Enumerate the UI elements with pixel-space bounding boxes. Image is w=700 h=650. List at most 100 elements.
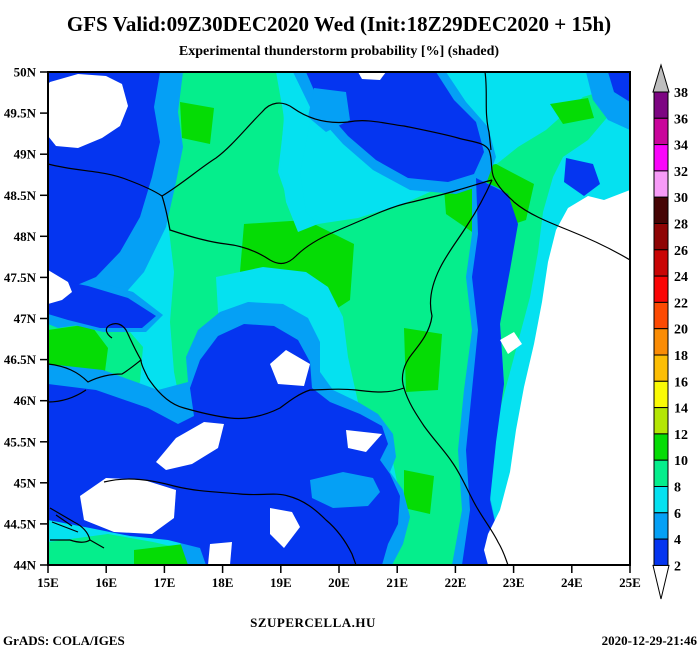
shade-region-blue-necorner (608, 72, 630, 102)
lat-label: 49.5N (4, 106, 37, 121)
page-title: GFS Valid:09Z30DEC2020 Wed (Init:18Z29DE… (66, 12, 612, 36)
lon-label: 17E (154, 575, 176, 590)
shade-region-blue-eastsnake (462, 178, 518, 565)
colorbar-segment (653, 459, 669, 488)
lon-label: 25E (619, 575, 641, 590)
creation-timestamp: 2020-12-29-21:46 (601, 633, 697, 648)
shade-region-white-south2 (270, 508, 300, 548)
shade-region-green-8 (134, 544, 188, 565)
colorbar-label: 8 (674, 481, 681, 496)
border-line-austria-west (105, 323, 142, 361)
colorbar-label: 16 (674, 375, 688, 390)
border-line-croatia-bosnia (103, 478, 357, 565)
colorbar-label: 10 (674, 454, 688, 469)
border-line-slovenia-2 (48, 389, 87, 403)
colorbar-segment (653, 144, 669, 172)
colorbar-label: 18 (674, 349, 688, 364)
colorbar-segment (653, 275, 669, 303)
shade-region-green-4 (550, 98, 594, 124)
colorbar-label: 4 (674, 533, 681, 548)
border-line-slovenia-1 (48, 359, 142, 383)
shade-region-lightblue-innorth (308, 88, 350, 132)
shade-region-green-5 (404, 328, 442, 392)
shade-region-white-northwest (48, 74, 128, 148)
colorbar-label: 34 (674, 139, 688, 154)
border-line-hungary-southeast (140, 179, 493, 420)
colorbar-label: 36 (674, 112, 688, 127)
shade-region-green-1 (180, 102, 214, 144)
shade-region-white-wedge2 (346, 430, 382, 452)
shaded-contours (48, 72, 630, 565)
colorbar-segment (653, 407, 669, 435)
lat-label: 44N (14, 558, 37, 573)
lat-label: 47N (14, 311, 37, 326)
border-line-coast-1 (49, 507, 79, 533)
border-line-hungary-north (161, 179, 493, 265)
colorbar-label: 24 (674, 270, 688, 285)
shade-region-white-east (484, 190, 630, 565)
lat-label: 44.5N (4, 516, 37, 531)
colorbar-label: 12 (674, 428, 688, 443)
colorbar-segment (653, 380, 669, 409)
colorbar-arrow-top (652, 63, 670, 93)
shade-region-blue-westband (48, 278, 156, 328)
shade-region-lightblue-insouth (310, 472, 380, 508)
shade-region-green-6 (404, 470, 434, 514)
shade-region-white-pentagon (270, 350, 310, 386)
border-line-topdrop (484, 72, 492, 151)
lon-label: 18E (212, 575, 234, 590)
lon-label: 23E (503, 575, 525, 590)
lat-label: 48N (14, 229, 37, 244)
colorbar-labels: 38 36 34 32 30 28 26 24 22 20 18 16 14 1… (674, 86, 688, 574)
shade-region-blue-eastdip (564, 158, 600, 196)
border-line-serbia-romania (403, 387, 509, 565)
colorbar-label: 38 (674, 86, 688, 101)
colorbar-label: 32 (674, 165, 688, 180)
lat-label: 50N (14, 65, 37, 80)
shade-region-white-diamond (500, 332, 522, 354)
page-subtitle: Experimental thunderstorm probability [%… (178, 44, 500, 59)
lat-label: 48.5N (4, 188, 37, 203)
lat-labels: 50N 49.5N 49N 48.5N 48N 47.5N 47N 46.5N … (4, 65, 37, 573)
shade-region-white-southwest (80, 478, 176, 534)
shade-region-blue-northeast (306, 72, 484, 182)
colorbar-label: 26 (674, 244, 688, 259)
watermark-szupercella: SZUPERCELLA.HU (250, 615, 376, 630)
lat-label: 45.5N (4, 434, 37, 449)
colorbar-label: 14 (674, 402, 688, 417)
colorbar-label: 22 (674, 296, 688, 311)
lon-label: 20E (328, 575, 350, 590)
lon-label: 15E (37, 575, 59, 590)
lat-label: 45N (14, 475, 37, 490)
colorbar-label: 20 (674, 323, 688, 338)
colorbar-segment (653, 223, 669, 251)
colorbar-label: 28 (674, 218, 688, 233)
colorbar-segment (653, 328, 669, 356)
lat-label: 47.5N (4, 270, 37, 285)
colorbar-segment (653, 170, 669, 198)
colorbar-segment (653, 433, 669, 461)
lat-label: 46.5N (4, 352, 37, 367)
country-borders (48, 72, 630, 565)
border-line-coast-2 (50, 521, 105, 549)
colorbar-segment (653, 117, 669, 146)
grads-stamp: GrADS: COLA/IGES (3, 633, 125, 648)
lon-labels: 15E 16E 17E 18E 19E 20E 21E 22E 23E 24E … (37, 575, 641, 590)
border-line-north (48, 102, 630, 261)
colorbar-label: 6 (674, 507, 681, 522)
lat-label: 46N (14, 393, 37, 408)
colorbar-arrow-bottom (652, 564, 670, 600)
lat-ticks (40, 71, 48, 566)
lon-label: 22E (445, 575, 467, 590)
colorbar-segment (653, 91, 669, 119)
colorbar-segment (653, 354, 669, 382)
shade-region-white-south1 (208, 542, 232, 565)
shade-region-white-topnotch (358, 72, 386, 80)
shade-region-white-balaton (156, 422, 224, 470)
lon-label: 24E (561, 575, 583, 590)
lon-label: 16E (95, 575, 117, 590)
colorbar: 38 36 34 32 30 28 26 24 22 20 18 16 14 1… (652, 63, 688, 600)
lon-ticks (47, 565, 631, 573)
colorbar-segment (653, 301, 669, 330)
